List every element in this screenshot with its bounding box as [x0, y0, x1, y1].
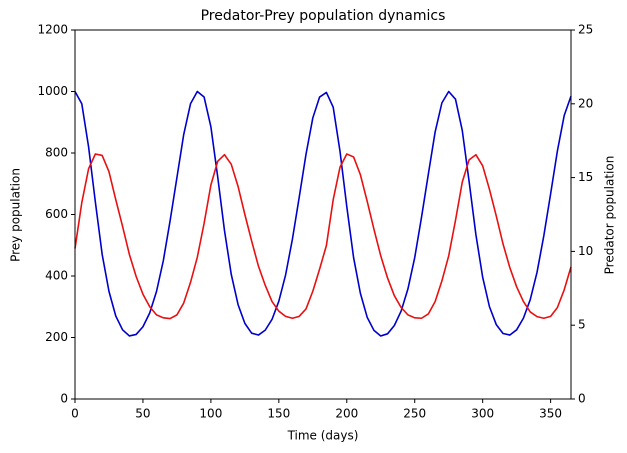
- plot-frame: [74, 29, 572, 400]
- y2-axis-label: Predator population: [603, 156, 617, 275]
- y-tick-label: 1000: [37, 84, 68, 98]
- chart-title: Predator-Prey population dynamics: [201, 8, 446, 24]
- y2-tick-label: 15: [578, 170, 593, 184]
- y2-tick-label: 0: [578, 392, 586, 406]
- y-tick-label: 600: [45, 207, 68, 221]
- series-line: [74, 153, 572, 320]
- x-tick-label: 150: [267, 407, 290, 421]
- x-tick-label: 300: [471, 407, 494, 421]
- y-tick-label: 800: [45, 146, 68, 160]
- y2-tick-label: 10: [578, 244, 593, 258]
- x-tick-label: 250: [403, 407, 426, 421]
- y-tick-label: 0: [60, 392, 68, 406]
- x-tick-label: 350: [539, 407, 562, 421]
- y-tick-label: 1200: [37, 23, 68, 37]
- y-tick-label: 400: [45, 269, 68, 283]
- x-tick-label: 50: [135, 407, 150, 421]
- y-axis-label: Prey population: [9, 168, 23, 262]
- y2-tick-label: 25: [578, 23, 593, 37]
- x-tick-label: 200: [335, 407, 358, 421]
- y2-tick-label: 20: [578, 96, 593, 110]
- y-tick-label: 200: [45, 330, 68, 344]
- x-tick-label: 0: [71, 407, 79, 421]
- series-line: [74, 90, 572, 337]
- x-axis-label: Time (days): [287, 429, 359, 443]
- y2-tick-label: 5: [578, 318, 586, 332]
- x-tick-label: 100: [199, 407, 222, 421]
